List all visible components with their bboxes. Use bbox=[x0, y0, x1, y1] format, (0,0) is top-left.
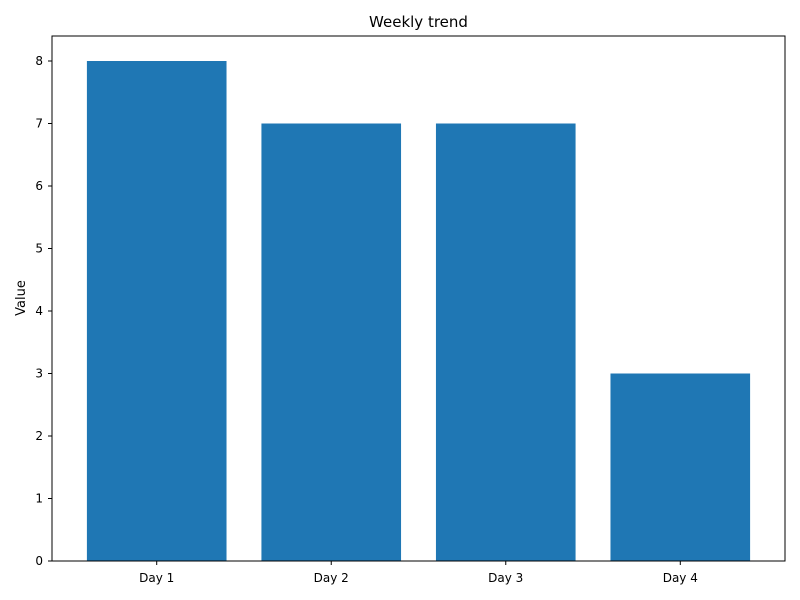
bar-2 bbox=[261, 123, 402, 561]
y-tick-label: 4 bbox=[35, 304, 43, 318]
y-tick-label: 2 bbox=[35, 429, 43, 443]
y-tick-label: 3 bbox=[35, 367, 43, 381]
x-tick-label: Day 3 bbox=[488, 571, 523, 585]
y-axis-ticks: 0 1 2 3 4 5 6 7 8 bbox=[35, 54, 52, 568]
bars-group bbox=[86, 61, 751, 561]
chart-title: Weekly trend bbox=[369, 13, 468, 31]
x-tick-label: Day 2 bbox=[314, 571, 349, 585]
x-tick-label: Day 4 bbox=[663, 571, 698, 585]
y-tick-label: 8 bbox=[35, 54, 43, 68]
y-tick-label: 6 bbox=[35, 179, 43, 193]
y-axis-label: Value bbox=[14, 280, 29, 316]
plot-area-frame bbox=[51, 35, 786, 562]
x-axis-ticks: Day 1 Day 2 Day 3 Day 4 bbox=[139, 561, 698, 585]
y-tick-label: 7 bbox=[35, 117, 43, 131]
y-tick-label: 1 bbox=[35, 492, 43, 506]
x-tick-label: Day 1 bbox=[139, 571, 174, 585]
bar-3 bbox=[435, 123, 576, 561]
y-tick-label: 0 bbox=[35, 554, 43, 568]
bar-1 bbox=[86, 61, 227, 561]
y-tick-label: 5 bbox=[35, 242, 43, 256]
bar-4 bbox=[610, 373, 751, 561]
